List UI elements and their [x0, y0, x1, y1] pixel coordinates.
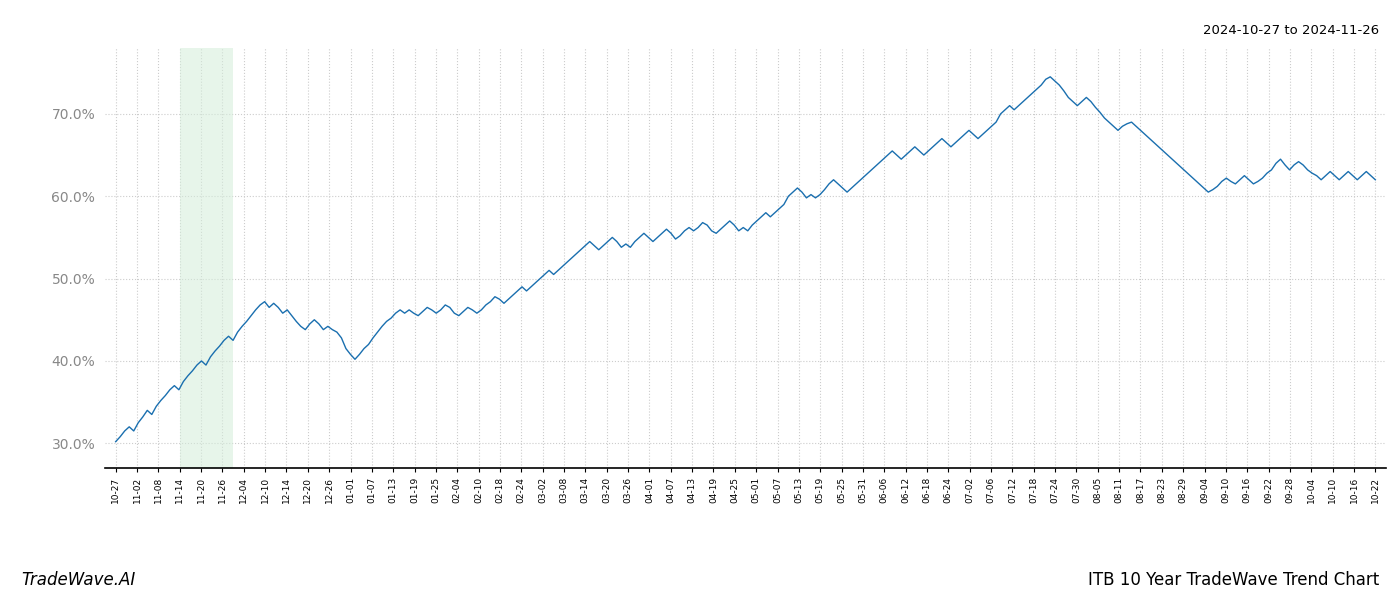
Text: TradeWave.AI: TradeWave.AI [21, 571, 136, 589]
Bar [179, 48, 232, 468]
Text: 2024-10-27 to 2024-11-26: 2024-10-27 to 2024-11-26 [1203, 24, 1379, 37]
Text: ITB 10 Year TradeWave Trend Chart: ITB 10 Year TradeWave Trend Chart [1088, 571, 1379, 589]
